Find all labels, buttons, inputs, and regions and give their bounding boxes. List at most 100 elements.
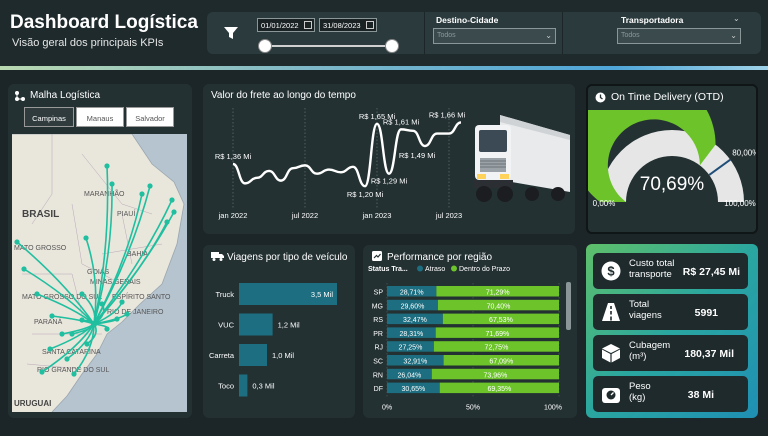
bar-atraso: [387, 355, 444, 366]
freight-series-line: [232, 121, 462, 188]
map-label: ESPÍRITO SANTO: [112, 292, 171, 301]
legend-label: Atraso: [425, 266, 445, 273]
chart-icon: [372, 251, 382, 261]
category-label: MG: [372, 303, 383, 310]
logistics-map[interactable]: BRASIL MARANHÃO PIAUÍ BAHIA GOIÁS MINAS …: [12, 134, 187, 412]
category-label: PR: [373, 331, 383, 338]
city-marker: [47, 346, 53, 352]
region-stacked-bar-chart[interactable]: Status Tra... Atraso Dentro do Prazo SP 28,7…: [363, 262, 577, 412]
kpi-label: viagens: [629, 310, 662, 321]
kpi-value: R$ 27,45 Mi: [682, 266, 740, 278]
map-label: MARANHÃO: [84, 189, 125, 198]
map-label: GOIÁS: [87, 267, 110, 276]
bar-dentro-prazo: [439, 382, 559, 394]
map-label: RIO GRANDE DO SUL: [37, 367, 109, 374]
city-marker: [139, 191, 145, 197]
network-icon: [15, 91, 25, 101]
tab-salvador[interactable]: Salvador: [126, 107, 174, 127]
vehicle-bar-chart[interactable]: Truck 3,5 Mil VUC 1,2 Mil Carreta 1,0 Mil Toco…: [203, 275, 355, 410]
route-line: [23, 268, 95, 325]
kpi-label: Cubagem: [629, 340, 671, 351]
category-label: DF: [374, 386, 383, 393]
chevron-down-icon[interactable]: ⌄: [733, 14, 740, 23]
data-label: 73,96%: [484, 372, 508, 379]
city-markers: [14, 163, 177, 377]
city-marker: [104, 163, 110, 169]
kpi-label: (kg): [629, 392, 646, 403]
data-label: 28,71%: [400, 290, 424, 297]
otd-gauge[interactable]: 70,69% 80,00% 0,00% 100,00%: [588, 110, 756, 210]
calendar-icon[interactable]: [304, 21, 312, 29]
road-icon: [602, 303, 620, 321]
bar-dentro-prazo: [433, 341, 559, 352]
bar-dentro-prazo: [431, 368, 559, 380]
data-label: 1,2 Mil: [278, 321, 300, 330]
tab-campinas[interactable]: Campinas: [24, 107, 74, 127]
gauge-value: 70,69%: [640, 174, 705, 195]
city-marker: [114, 316, 120, 322]
data-label: R$ 1,65 Mi: [359, 112, 396, 121]
date-end-input[interactable]: 31/08/2023: [319, 18, 377, 32]
map-label: SANTA CATARINA: [42, 349, 101, 356]
data-label: R$ 1,36 Mi: [215, 152, 252, 161]
kpi-label: Peso: [629, 381, 651, 392]
transportadora-value: Todos: [621, 32, 640, 39]
state-borders: [22, 134, 163, 370]
tab-manaus[interactable]: Manaus: [76, 107, 124, 127]
legend-title: Status Tra...: [368, 266, 408, 273]
chevron-down-icon: ⌄: [730, 31, 737, 40]
date-end-value: 31/08/2023: [323, 21, 361, 30]
data-label: 0,3 Mil: [252, 382, 274, 391]
bar-atraso: [387, 327, 436, 338]
vehicle-card: [203, 245, 355, 418]
city-marker: [21, 266, 27, 272]
divider: [424, 12, 425, 54]
truck-icon: [211, 252, 224, 261]
destino-value: Todos: [437, 32, 456, 39]
category-label: Truck: [216, 290, 235, 299]
data-label: 28,31%: [399, 331, 423, 338]
bar: [239, 374, 248, 397]
data-label: 72,75%: [485, 345, 509, 352]
date-slider-end-handle[interactable]: [385, 39, 399, 53]
bar: [239, 313, 273, 336]
kpi-cubagem: Cubagem (m³) 180,37 Mil: [593, 335, 748, 371]
route-line: [93, 183, 113, 325]
bar-dentro-prazo: [442, 313, 559, 325]
city-marker: [71, 371, 77, 377]
freight-line-chart[interactable]: jan 2022 jul 2022 jan 2023 jul 2023 R$ 1,36 …: [203, 100, 473, 230]
map-svg: BRASIL MARANHÃO PIAUÍ BAHIA GOIÁS MINAS …: [12, 134, 185, 412]
bar-atraso: [387, 299, 438, 311]
bar-dentro-prazo: [435, 327, 559, 338]
city-marker: [124, 311, 130, 317]
x-tick-label: jan 2023: [362, 211, 392, 220]
x-tick-label: 50%: [466, 404, 480, 411]
scrollbar[interactable]: [566, 282, 571, 330]
date-slider-start-handle[interactable]: [258, 39, 272, 53]
svg-text:$: $: [607, 264, 615, 279]
destino-dropdown[interactable]: Todos ⌄: [433, 28, 556, 44]
date-start-input[interactable]: 01/01/2022: [257, 18, 315, 32]
city-marker: [64, 356, 70, 362]
calendar-icon[interactable]: [366, 21, 374, 29]
bar: [239, 283, 337, 305]
data-label: 71,29%: [486, 290, 510, 297]
category-label: VUC: [218, 321, 234, 330]
date-range-slider[interactable]: [265, 45, 393, 47]
gauge-target-label: 80,00%: [732, 149, 756, 158]
legend-marker: [417, 265, 423, 272]
kpi-total-viagens: Total viagens 5991: [593, 294, 748, 330]
city-marker: [104, 326, 110, 332]
kpi-label: transporte: [629, 269, 672, 280]
filter-icon[interactable]: [223, 25, 239, 41]
x-tick-label: 0%: [382, 404, 392, 411]
city-marker: [109, 181, 115, 187]
kpi-label: Custo total: [629, 258, 675, 269]
kpi-custo-total: $ Custo total transporte R$ 27,45 Mi: [593, 253, 748, 289]
bar-atraso: [387, 341, 434, 352]
city-marker: [34, 291, 40, 297]
data-label: R$ 1,66 Mi: [429, 110, 466, 119]
city-marker: [49, 313, 55, 319]
page-subtitle: Visão geral dos principais KPIs: [12, 37, 164, 49]
transportadora-dropdown[interactable]: Todos ⌄: [617, 28, 741, 44]
